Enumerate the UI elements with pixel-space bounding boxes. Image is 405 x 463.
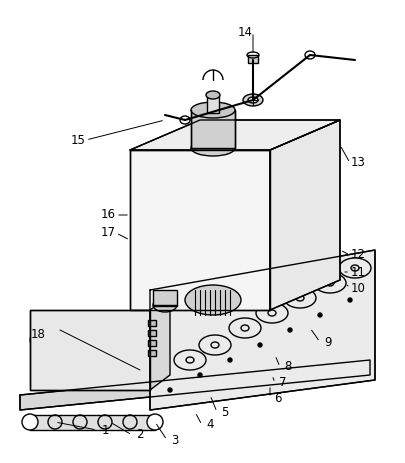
Polygon shape	[130, 120, 339, 150]
Ellipse shape	[190, 102, 234, 118]
Ellipse shape	[228, 358, 231, 362]
Polygon shape	[149, 250, 374, 410]
Ellipse shape	[317, 313, 321, 317]
Text: 10: 10	[350, 282, 364, 294]
Text: 3: 3	[171, 433, 178, 446]
Text: 13: 13	[350, 156, 364, 169]
Ellipse shape	[190, 140, 234, 156]
Text: 2: 2	[136, 428, 143, 442]
Polygon shape	[30, 415, 155, 430]
Polygon shape	[269, 120, 339, 310]
Ellipse shape	[153, 298, 177, 312]
Bar	[30, 310, 149, 390]
Text: 14: 14	[237, 25, 252, 38]
Ellipse shape	[243, 94, 262, 106]
Text: 12: 12	[350, 249, 364, 262]
Text: 9: 9	[324, 336, 331, 349]
Text: 17: 17	[100, 226, 115, 239]
Ellipse shape	[147, 414, 162, 430]
Ellipse shape	[185, 285, 241, 315]
Ellipse shape	[205, 91, 220, 99]
Ellipse shape	[22, 414, 38, 430]
Ellipse shape	[168, 388, 172, 392]
Bar	[247, 55, 257, 63]
Bar	[148, 320, 156, 326]
Text: 4: 4	[206, 419, 213, 432]
Ellipse shape	[287, 328, 291, 332]
Ellipse shape	[257, 343, 261, 347]
Text: 11: 11	[350, 265, 364, 279]
Text: 18: 18	[30, 329, 45, 342]
Text: 15: 15	[70, 133, 85, 146]
Text: 6: 6	[273, 392, 281, 405]
Polygon shape	[130, 150, 269, 310]
Ellipse shape	[247, 97, 257, 103]
Bar	[148, 340, 156, 346]
Polygon shape	[149, 295, 170, 390]
Bar	[148, 350, 156, 356]
Polygon shape	[20, 360, 369, 410]
Bar	[190, 110, 234, 148]
Bar	[207, 95, 218, 113]
Text: 16: 16	[100, 208, 115, 221]
Bar	[148, 330, 156, 336]
Ellipse shape	[198, 373, 202, 377]
Text: 8: 8	[284, 361, 291, 374]
Text: 7: 7	[279, 376, 286, 389]
Text: 5: 5	[221, 406, 228, 419]
Bar	[153, 290, 177, 306]
Text: 1: 1	[101, 424, 109, 437]
Ellipse shape	[347, 298, 351, 302]
